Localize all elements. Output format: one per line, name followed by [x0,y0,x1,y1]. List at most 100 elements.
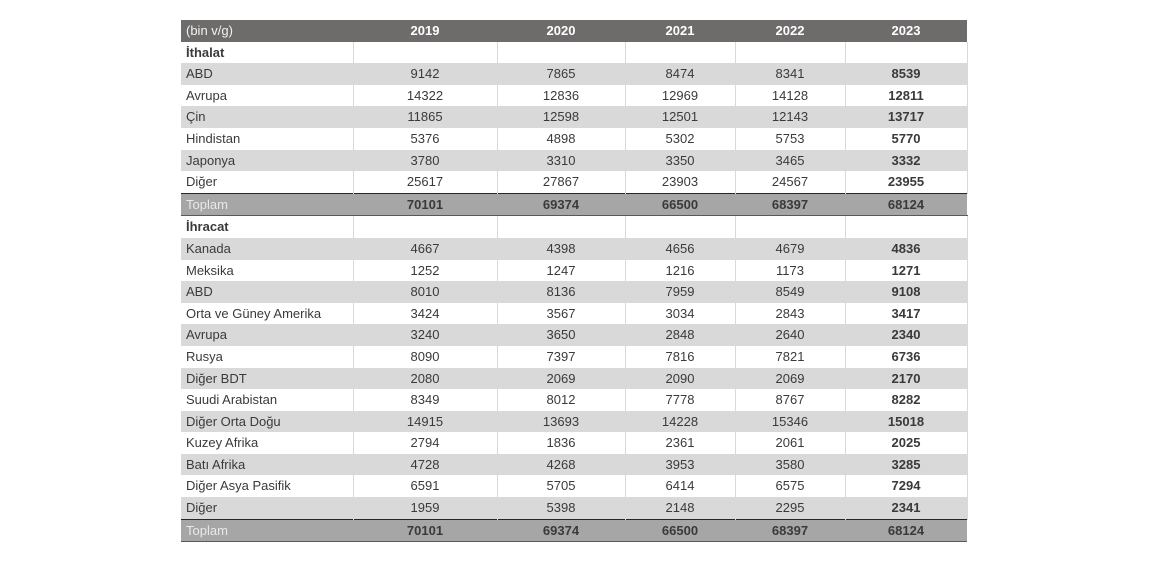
cell-value: 2080 [353,367,498,390]
cell-value: 5770 [845,127,968,150]
table-row: Avrupa 3240 3650 2848 2640 2340 [181,324,968,346]
column-header-2019: 2019 [353,20,497,42]
cell-value [497,41,626,64]
cell-value: 2148 [625,497,736,520]
row-label: ABD [181,63,354,85]
cell-value: 3465 [735,149,846,172]
table-row: Diğer BDT 2080 2069 2090 2069 2170 [181,367,968,390]
cell-value: 2848 [625,324,736,346]
section-header-row: İhracat [181,215,968,238]
cell-value: 8549 [735,281,846,303]
cell-value: 2361 [625,432,736,454]
cell-value: 8010 [353,281,498,303]
cell-value: 27867 [497,171,626,194]
cell-value: 8474 [625,63,736,85]
cell-value: 6591 [353,475,498,498]
cell-value: 7816 [625,345,736,368]
cell-value: 9142 [353,63,498,85]
cell-value [353,41,498,64]
cell-value: 7821 [735,345,846,368]
cell-value: 8136 [497,281,626,303]
cell-value: 4679 [735,237,846,260]
table-row: Hindistan 5376 4898 5302 5753 5770 [181,127,968,150]
table-row: Diğer Asya Pasifik 6591 5705 6414 6575 7294 [181,475,968,498]
cell-value: 3417 [845,302,968,325]
cell-value [735,215,846,238]
table-row: Diğer 1959 5398 2148 2295 2341 [181,497,968,520]
cell-value: 11865 [353,106,498,128]
cell-value: 2843 [735,302,846,325]
trade-data-table: (bin v/g) 2019 2020 2021 2022 2023 İthalat AB… [181,20,968,543]
cell-value: 3350 [625,149,736,172]
cell-value: 8090 [353,345,498,368]
cell-value: 2061 [735,432,846,454]
table-row: Avrupa 14322 12836 12969 14128 12811 [181,84,968,107]
cell-value: 23955 [845,171,968,194]
table-row: Diğer 25617 27867 23903 24567 23955 [181,171,968,194]
row-label: Japonya [181,149,354,172]
cell-value: 5302 [625,127,736,150]
table-row: Kanada 4667 4398 4656 4679 4836 [181,237,968,260]
cell-value: 3240 [353,324,498,346]
total-row: Toplam 70101 69374 66500 68397 68124 [181,518,967,543]
cell-value: 1252 [353,259,498,282]
cell-value: 13693 [497,410,626,433]
cell-value: 5376 [353,127,498,150]
cell-value [845,41,968,64]
table-row: Batı Afrika 4728 4268 3953 3580 3285 [181,453,968,476]
row-label: Diğer Orta Doğu [181,410,354,433]
cell-value: 24567 [735,171,846,194]
cell-value: 2090 [625,367,736,390]
cell-value: 66500 [625,192,735,217]
cell-value: 5398 [497,497,626,520]
cell-value: 2794 [353,432,498,454]
row-label: Diğer [181,171,354,194]
cell-value: 25617 [353,171,498,194]
row-label: Avrupa [181,324,354,346]
cell-value: 14228 [625,410,736,433]
cell-value: 3332 [845,149,968,172]
column-header-2023: 2023 [845,20,967,42]
cell-value: 8012 [497,389,626,411]
cell-value: 14915 [353,410,498,433]
cell-value: 4667 [353,237,498,260]
table-row: Meksika 1252 1247 1216 1173 1271 [181,259,968,282]
cell-value: 1216 [625,259,736,282]
row-label: Hindistan [181,127,354,150]
cell-value: 4728 [353,453,498,476]
row-label: Diğer Asya Pasifik [181,475,354,498]
cell-value: 2640 [735,324,846,346]
row-label: Meksika [181,259,354,282]
row-label: Toplam [181,518,353,543]
total-row: Toplam 70101 69374 66500 68397 68124 [181,192,967,217]
table-row: Diğer Orta Doğu 14915 13693 14228 15346 15018 [181,410,968,433]
column-header-2021: 2021 [625,20,735,42]
table-row: ABD 9142 7865 8474 8341 8539 [181,63,968,85]
cell-value: 14128 [735,84,846,107]
cell-value: 3780 [353,149,498,172]
cell-value: 12501 [625,106,736,128]
cell-value: 68397 [735,192,845,217]
cell-value: 12598 [497,106,626,128]
cell-value: 1959 [353,497,498,520]
cell-value: 4398 [497,237,626,260]
cell-value: 68397 [735,518,845,543]
row-label: Diğer BDT [181,367,354,390]
row-label: Diğer [181,497,354,520]
table-row: Çin 11865 12598 12501 12143 13717 [181,106,968,128]
cell-value: 69374 [497,518,625,543]
cell-value: 12969 [625,84,736,107]
row-label: ABD [181,281,354,303]
cell-value: 8349 [353,389,498,411]
table-row: Japonya 3780 3310 3350 3465 3332 [181,149,968,172]
cell-value: 12836 [497,84,626,107]
row-label: Çin [181,106,354,128]
cell-value: 70101 [353,192,497,217]
cell-value: 8282 [845,389,968,411]
cell-value: 7778 [625,389,736,411]
cell-value: 2069 [735,367,846,390]
cell-value: 14322 [353,84,498,107]
row-label: Toplam [181,192,353,217]
table-header-row: (bin v/g) 2019 2020 2021 2022 2023 [181,20,967,42]
cell-value: 8767 [735,389,846,411]
